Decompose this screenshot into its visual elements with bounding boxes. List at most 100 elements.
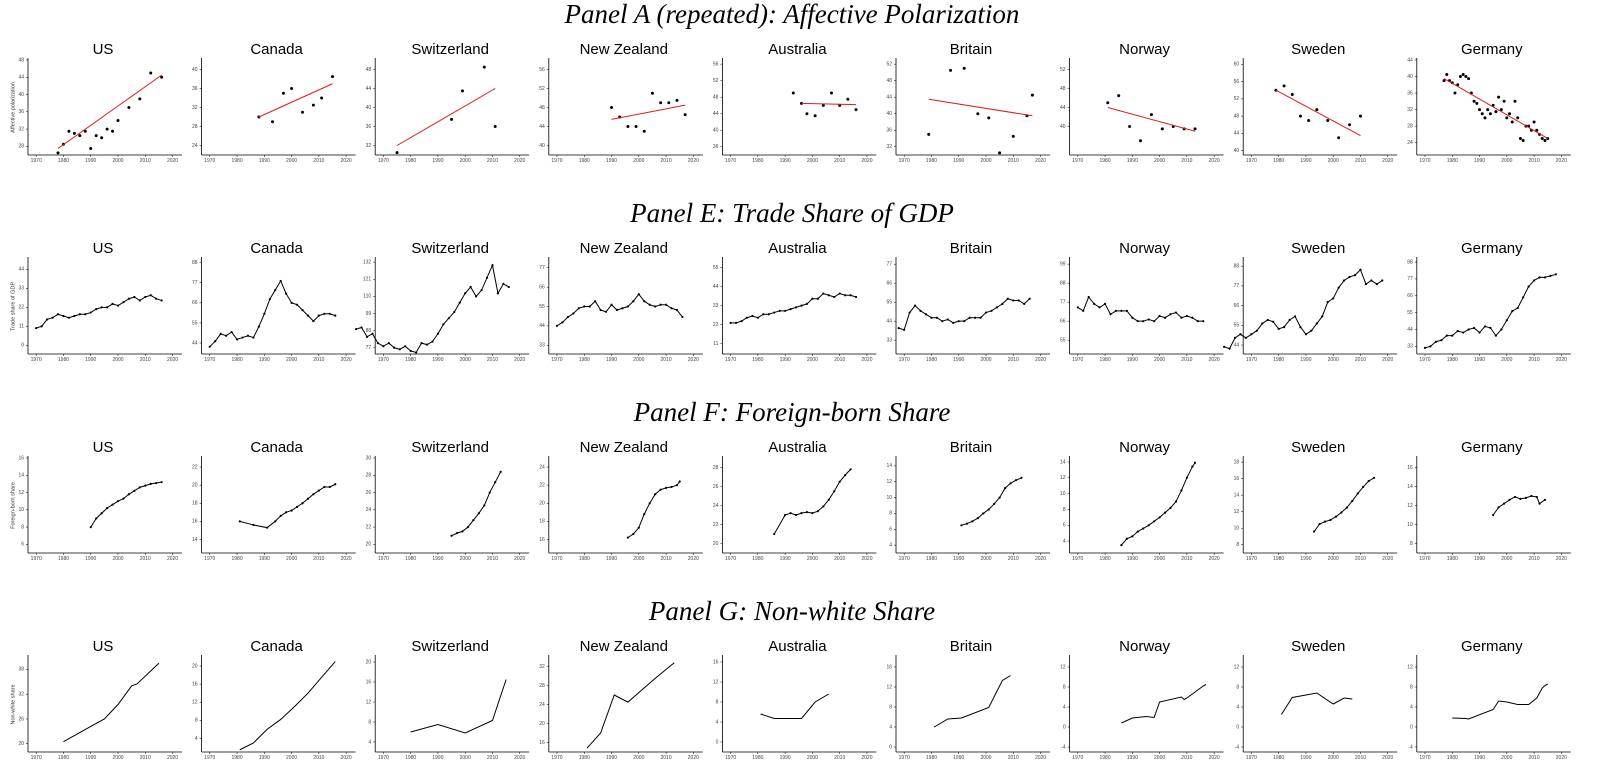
x-tick-label: 2020 xyxy=(861,158,872,164)
x-tick-label: 2010 xyxy=(140,158,151,164)
x-tick-label: 2010 xyxy=(1355,556,1366,562)
y-tick-label: 4 xyxy=(195,736,198,742)
data-point xyxy=(268,298,271,301)
data-point xyxy=(1464,75,1468,79)
data-point xyxy=(675,98,679,102)
y-tick-label: 18 xyxy=(192,501,198,507)
data-point xyxy=(160,481,163,484)
data-point xyxy=(1136,530,1139,533)
y-tick-label: 20 xyxy=(539,721,545,727)
data-point xyxy=(1348,123,1352,127)
y-tick-label: 10 xyxy=(1234,526,1240,532)
x-tick-label: 1990 xyxy=(432,755,443,761)
x-tick-label: 1990 xyxy=(953,556,964,562)
y-tick-label: 77 xyxy=(192,280,198,286)
data-line xyxy=(1492,495,1546,516)
data-point xyxy=(67,316,71,319)
x-tick-label: 2000 xyxy=(980,158,991,164)
data-point xyxy=(1103,302,1107,306)
data-point xyxy=(477,512,480,515)
data-point xyxy=(491,264,494,267)
y-tick-label: 77 xyxy=(539,265,545,271)
x-tick-label: 1970 xyxy=(1419,755,1430,761)
data-point xyxy=(683,113,687,117)
x-tick-label: 2010 xyxy=(834,357,845,363)
data-point xyxy=(450,534,453,537)
y-tick-label: 40 xyxy=(1060,124,1066,130)
data-point xyxy=(816,297,819,300)
y-tick-label: 16 xyxy=(366,679,372,685)
data-point xyxy=(1532,279,1536,282)
data-point xyxy=(773,532,776,536)
y-tick-label: 55 xyxy=(713,265,719,271)
data-point xyxy=(987,508,990,511)
x-tick-label: 2000 xyxy=(286,357,297,363)
x-tick-label: 2010 xyxy=(1181,158,1192,164)
data-point xyxy=(659,303,662,306)
data-point xyxy=(149,71,153,75)
y-tick-label: 66 xyxy=(1234,303,1240,309)
x-tick-label: 1970 xyxy=(1246,158,1257,164)
data-point xyxy=(833,295,836,299)
data-point xyxy=(155,297,158,300)
y-tick-label: 48 xyxy=(539,105,545,111)
data-point xyxy=(773,311,776,314)
data-point xyxy=(111,129,115,133)
x-tick-label: 1970 xyxy=(899,158,910,164)
x-tick-label: 1970 xyxy=(725,158,736,164)
data-point xyxy=(1087,295,1090,299)
data-point xyxy=(507,285,510,289)
x-tick-label: 1970 xyxy=(204,556,215,562)
data-point xyxy=(51,316,54,319)
x-tick-label: 1990 xyxy=(953,755,964,761)
x-tick-label: 2010 xyxy=(661,357,672,363)
x-tick-label: 1970 xyxy=(551,556,562,562)
y-tick-label: 77 xyxy=(366,345,372,351)
y-tick-label: 20 xyxy=(192,482,198,488)
x-tick-label: 2020 xyxy=(1556,357,1567,363)
chart-title: Australia xyxy=(768,439,827,456)
data-point xyxy=(496,292,500,295)
data-point xyxy=(241,336,244,339)
data-point xyxy=(1334,515,1338,518)
data-point xyxy=(1255,329,1258,332)
data-point xyxy=(328,312,331,315)
data-point xyxy=(111,503,114,506)
x-tick-label: 2020 xyxy=(688,556,699,562)
data-point xyxy=(1373,476,1376,479)
x-tick-label: 1990 xyxy=(1127,158,1138,164)
data-point xyxy=(670,307,673,310)
data-point xyxy=(822,292,825,295)
y-tick-label: 48 xyxy=(1234,113,1240,119)
data-point xyxy=(659,488,662,491)
data-point xyxy=(323,312,326,315)
x-tick-label: 2020 xyxy=(1556,158,1567,164)
y-tick-label: 4 xyxy=(716,719,719,725)
y-tick-label: 12 xyxy=(1060,475,1066,481)
data-point xyxy=(67,129,71,133)
data-point xyxy=(45,318,49,321)
data-point xyxy=(838,292,841,295)
y-tick-label: 12 xyxy=(1407,664,1413,670)
x-tick-label: 2020 xyxy=(1209,357,1220,363)
panel-title: Panel G: Non-white Share xyxy=(648,596,935,626)
chart-title: New Zealand xyxy=(580,240,668,257)
x-tick-label: 2020 xyxy=(167,158,178,164)
data-point xyxy=(133,295,136,299)
x-tick-label: 1970 xyxy=(378,755,389,761)
data-point xyxy=(235,338,239,341)
y-tick-label: 16 xyxy=(1407,465,1413,471)
data-point xyxy=(1028,297,1031,300)
y-tick-label: 20 xyxy=(539,501,545,507)
data-point xyxy=(1453,91,1457,95)
x-tick-label: 1980 xyxy=(1273,755,1284,761)
data-point xyxy=(745,316,749,319)
data-point xyxy=(615,308,619,312)
data-point xyxy=(279,514,282,518)
data-point xyxy=(455,532,459,535)
y-tick-label: 16 xyxy=(539,740,545,746)
y-tick-label: 36 xyxy=(18,109,24,115)
chart-title: Sweden xyxy=(1291,240,1345,257)
data-point xyxy=(290,509,293,512)
chart-title: New Zealand xyxy=(580,439,668,456)
